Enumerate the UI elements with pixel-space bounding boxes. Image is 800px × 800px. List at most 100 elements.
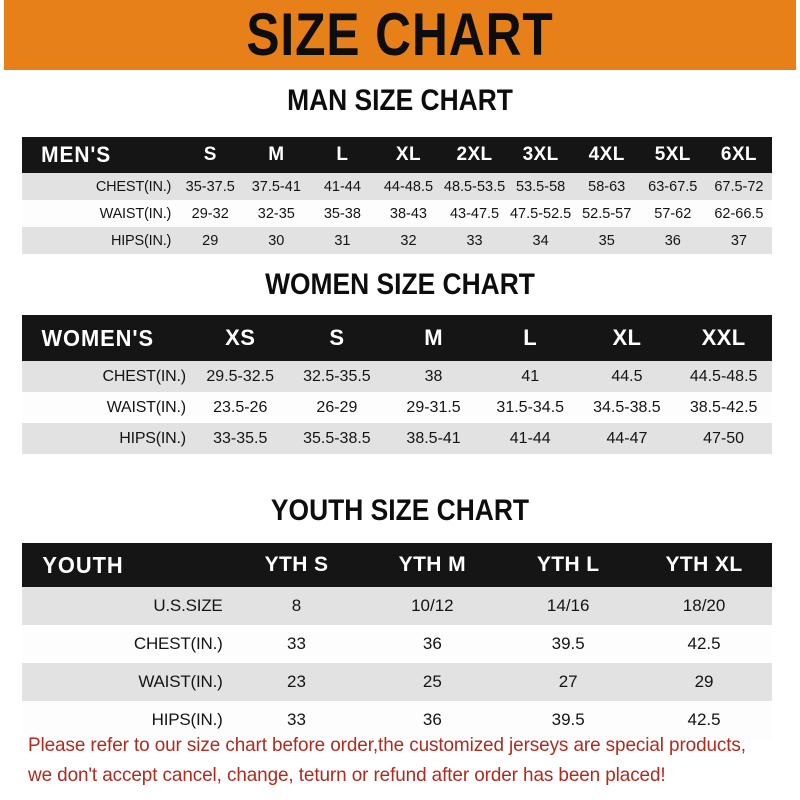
youth-row-label-4: HIPS(IN.) [151,710,223,729]
men-cell-r3-c7: 35 [598,232,615,249]
table-row: CHEST(IN.) 33 36 39.5 42.5 [22,625,772,663]
men-cell-r2-c3: 35-38 [323,205,361,222]
women-row-label-1: CHEST(IN.) [102,367,187,385]
women-row-label-3: HIPS(IN.) [119,429,186,447]
men-cell-r3-c3: 31 [334,232,351,249]
youth-row-label-1: U.S.SIZE [153,596,223,615]
youth-cell-r1-c4: 18/20 [682,596,726,615]
men-cell-r2-c4: 38-43 [389,205,427,222]
men-cell-r1-c7: 58-63 [588,178,626,195]
men-column-header-9: 6XL [720,144,757,165]
youth-column-header-1: YTH S [264,553,329,576]
youth-section-title: YOUTH SIZE CHART [270,494,530,527]
youth-cell-r3-c1: 23 [287,672,306,691]
women-cell-r2-c6: 38.5-42.5 [689,398,758,416]
men-column-header-4: XL [395,144,421,165]
women-size-table: WOMEN'S XS S M L XL XXL CHEST(IN.) 29.5-32.5 32.5… [22,315,772,454]
women-table-body: WOMEN'S XS S M L XL XXL CHEST(IN.) 29.5-32.5 32.5… [22,315,772,454]
men-column-header-5: 2XL [456,144,493,165]
women-column-header-3: M [424,325,443,350]
youth-cell-r4-c2: 36 [422,710,442,729]
men-cell-r1-c6: 53.5-58 [516,178,566,195]
women-column-header-2: S [329,325,345,350]
women-table-corner-label: WOMEN'S [41,324,155,351]
women-cell-r1-c1: 29.5-32.5 [206,367,275,385]
women-cell-r2-c3: 29-31.5 [406,398,461,416]
men-section-title: MAN SIZE CHART [287,84,513,117]
women-cell-r1-c4: 41 [521,367,540,385]
youth-cell-r2-c2: 36 [422,634,442,653]
table-row: U.S.SIZE 8 10/12 14/16 18/20 [22,587,772,625]
men-size-table: MEN'S S M L XL 2XL 3XL 4XL 5XL 6XL CHEST(IN.) 35-37… [22,137,772,254]
men-cell-r2-c5: 43-47.5 [449,205,500,222]
women-cell-r1-c5: 44.5 [611,367,643,385]
men-cell-r3-c9: 37 [730,232,747,249]
men-row-label-3: HIPS(IN.) [110,232,172,249]
women-cell-r2-c2: 26-29 [316,398,358,416]
table-row: HIPS(IN.) 33 36 39.5 42.5 [22,701,772,739]
youth-cell-r4-c3: 39.5 [551,710,585,729]
men-column-header-6: 3XL [522,144,559,165]
women-cell-r3-c6: 47-50 [703,429,745,447]
women-cell-r3-c2: 35.5-38.5 [303,429,371,447]
men-cell-r2-c2: 32-35 [257,205,295,222]
men-column-header-3: L [336,144,349,165]
women-column-header-6: XXL [701,325,746,350]
youth-cell-r2-c1: 33 [287,634,306,653]
youth-cell-r2-c3: 39.5 [551,634,585,653]
youth-cell-r3-c3: 27 [558,672,578,691]
men-cell-r2-c1: 29-32 [191,205,229,222]
table-row: HIPS(IN.) 29 30 31 32 33 34 35 36 37 [22,227,772,254]
women-column-header-5: XL [612,325,642,350]
men-cell-r3-c4: 32 [400,232,417,249]
youth-table-corner-label: YOUTH [42,551,124,578]
youth-cell-r1-c3: 14/16 [546,596,590,615]
youth-column-header-3: YTH L [536,553,600,576]
men-row-label-1: CHEST(IN.) [95,178,172,195]
women-cell-r3-c4: 41-44 [509,429,551,447]
page-banner: SIZE CHART [4,0,796,70]
women-cell-r3-c5: 44-47 [606,429,648,447]
men-cell-r3-c6: 34 [532,232,549,249]
men-cell-r1-c2: 37.5-41 [251,178,301,195]
table-row: CHEST(IN.) 35-37.5 37.5-41 41-44 44-48.5 48.5… [22,173,772,200]
youth-row-label-3: WAIST(IN.) [138,672,223,691]
men-cell-r1-c4: 44-48.5 [383,178,434,195]
men-cell-r1-c1: 35-37.5 [185,178,235,195]
women-column-header-4: L [523,325,538,350]
women-cell-r1-c2: 32.5-35.5 [303,367,371,385]
men-column-header-1: S [203,144,217,165]
youth-cell-r1-c1: 8 [291,596,302,615]
youth-cell-r4-c1: 33 [287,710,306,729]
youth-cell-r1-c2: 10/12 [411,596,454,615]
women-cell-r3-c1: 33-35.5 [213,429,268,447]
men-cell-r3-c8: 36 [664,232,681,249]
women-row-label-2: WAIST(IN.) [106,398,186,416]
youth-table-header-row: YOUTH YTH S YTH M YTH L YTH XL [22,543,772,587]
women-table-header-row: WOMEN'S XS S M L XL XXL [22,315,772,361]
men-cell-r1-c5: 48.5-53.5 [443,178,506,195]
men-column-header-7: 4XL [588,144,625,165]
youth-size-table: YOUTH YTH S YTH M YTH L YTH XL U.S.SIZE 8 10/12… [22,543,772,739]
men-table-corner-label: MEN'S [41,142,112,167]
men-cell-r3-c5: 33 [466,232,483,249]
men-cell-r2-c7: 52.5-57 [582,205,632,222]
youth-cell-r4-c4: 42.5 [687,710,721,729]
youth-cell-r3-c4: 29 [694,672,714,691]
table-row: HIPS(IN.) 33-35.5 35.5-38.5 38.5-41 41-44 44-… [22,423,772,454]
women-cell-r1-c3: 38 [424,367,443,385]
women-cell-r2-c1: 23.5-26 [213,398,268,416]
men-table-header-row: MEN'S S M L XL 2XL 3XL 4XL 5XL 6XL [22,137,772,173]
order-policy-note-line-1: Please refer to our size chart before or… [28,734,746,756]
women-section-title: WOMEN SIZE CHART [265,268,535,301]
men-row-label-2: WAIST(IN.) [99,205,172,222]
youth-row-label-2: CHEST(IN.) [133,634,223,653]
table-row: WAIST(IN.) 23.5-26 26-29 29-31.5 31.5-34.5 34… [22,392,772,423]
men-cell-r2-c8: 57-62 [654,205,692,222]
men-table-body: MEN'S S M L XL 2XL 3XL 4XL 5XL 6XL CHEST(IN.) 35-37… [22,137,772,254]
men-column-header-8: 5XL [654,144,691,165]
page-title: SIZE CHART [246,1,554,69]
women-cell-r3-c3: 38.5-41 [406,429,461,447]
men-column-header-2: M [268,144,285,165]
youth-column-header-2: YTH M [398,553,466,576]
